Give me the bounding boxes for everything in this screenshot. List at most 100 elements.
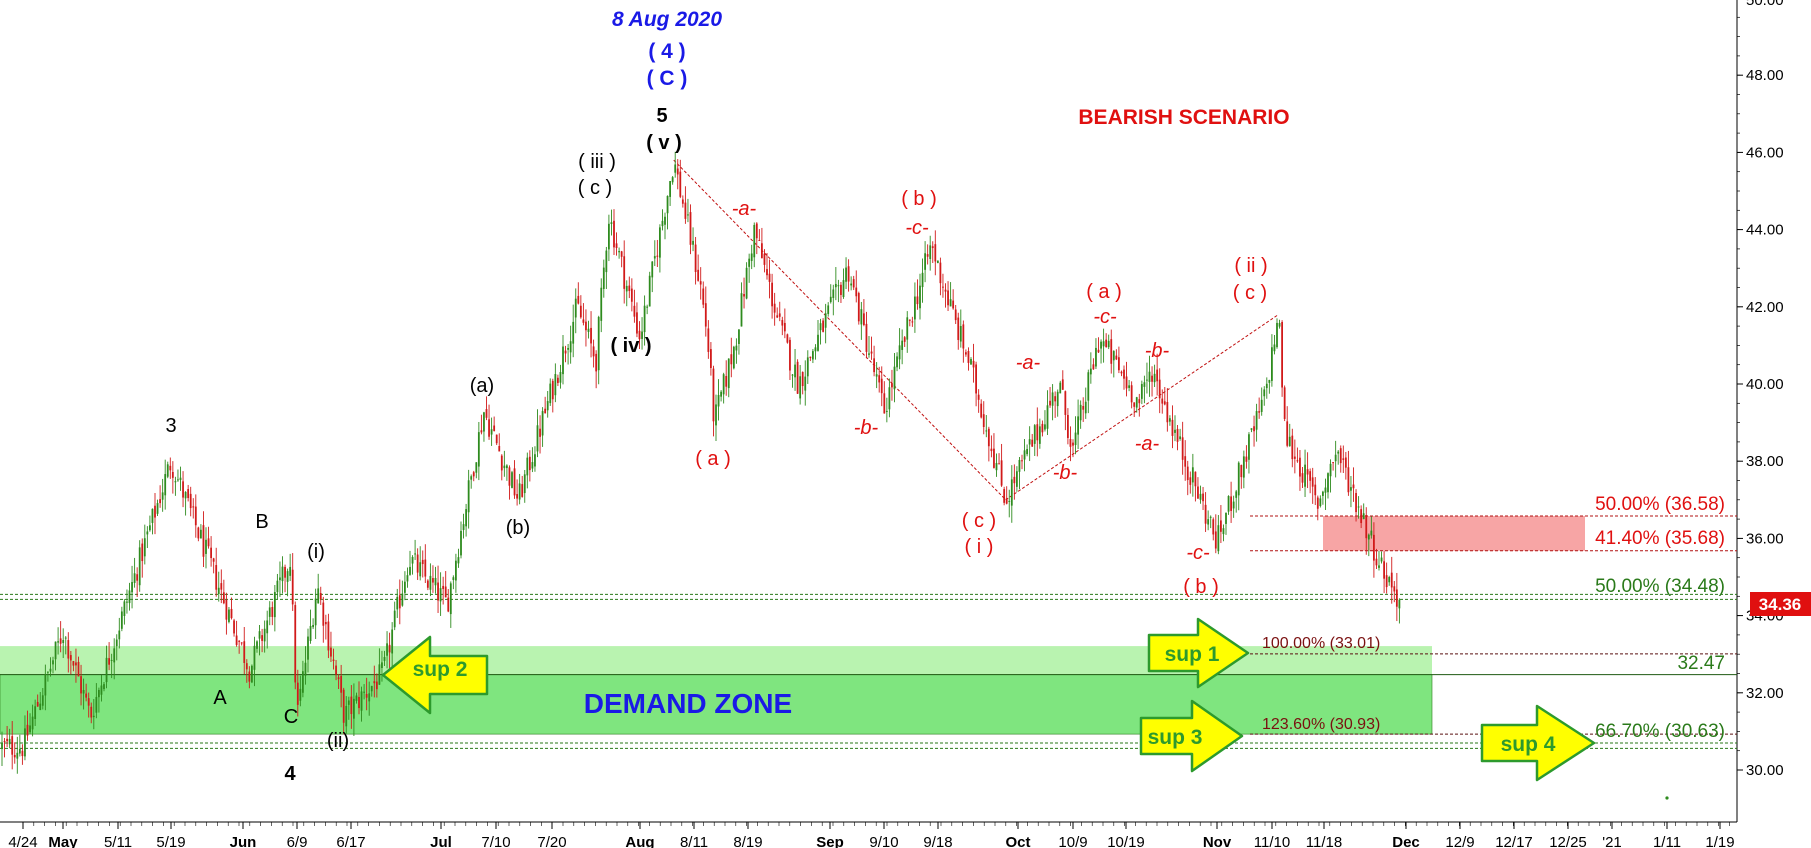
candle-body — [727, 358, 730, 389]
level-label-66-7-30-63: 66.70% (30.63) — [1595, 721, 1725, 742]
candle-body — [151, 508, 154, 523]
candle-body — [1120, 371, 1123, 374]
candle-body — [796, 361, 799, 394]
candle-body — [1194, 471, 1197, 487]
candle-body — [54, 641, 57, 660]
candle-body — [13, 754, 16, 758]
candle-body — [47, 671, 49, 673]
candle-body — [980, 403, 983, 418]
candle-body — [1276, 322, 1278, 348]
candle-body — [1225, 512, 1227, 524]
candle-body — [360, 691, 363, 711]
candle-body — [623, 256, 626, 289]
candle-body — [541, 411, 544, 436]
candle-body — [182, 481, 184, 498]
wave-label-red-a-paren2: ( a ) — [1086, 281, 1122, 303]
y-tick-label-top: 50.00 — [1746, 0, 1784, 9]
candle-body — [1041, 423, 1044, 433]
candle-body — [210, 547, 212, 559]
candle-body — [1133, 402, 1136, 407]
level-label-50-34-48: 50.00% (34.48) — [1595, 576, 1725, 597]
candle-body — [717, 394, 720, 407]
candle-body — [674, 164, 677, 173]
candle-body — [857, 293, 860, 322]
wave-label-c-black: ( c ) — [578, 177, 612, 199]
candle-body — [633, 305, 636, 317]
candle-body — [345, 705, 348, 727]
candle-body — [1105, 339, 1108, 348]
candle-body — [1186, 466, 1189, 481]
candle-body — [860, 309, 863, 325]
candle-body — [666, 195, 669, 214]
candle-body — [722, 374, 725, 395]
candle-body — [411, 556, 414, 564]
candle-body — [90, 706, 93, 718]
candle-body — [110, 659, 113, 661]
candle-body — [885, 410, 888, 412]
candle-body — [302, 671, 304, 693]
wave-line-down — [673, 159, 1007, 501]
candle-body — [1260, 399, 1263, 412]
candle-body — [659, 227, 661, 258]
candle-body — [1352, 484, 1355, 489]
candle-body — [1077, 416, 1079, 435]
last-price-badge: 34.36 — [1750, 592, 1811, 616]
candle-body — [1010, 479, 1013, 506]
candle-body — [653, 256, 656, 259]
candle-body — [330, 647, 332, 657]
candle-body — [893, 366, 896, 390]
candle-body — [115, 639, 118, 647]
candle-body — [447, 597, 450, 612]
wave-label-red-ii-paren: ( ii ) — [1234, 255, 1267, 277]
candle-body — [381, 662, 383, 669]
candle-body — [128, 590, 131, 604]
chart-title: BEARISH SCENARIO — [1078, 106, 1289, 129]
candle-body — [187, 489, 190, 499]
candle-body — [806, 357, 809, 377]
wave-label-red-a-paren: ( a ) — [695, 448, 731, 470]
candle-body — [987, 428, 990, 447]
candle-body — [123, 601, 126, 617]
candle-body — [1293, 456, 1296, 459]
candle-body — [748, 258, 751, 267]
candle-body — [827, 305, 830, 314]
candle-body — [1355, 493, 1357, 513]
candle-body — [192, 506, 195, 508]
candle-body — [462, 524, 465, 531]
candle-body — [276, 580, 279, 593]
candle-body — [1151, 375, 1153, 382]
candle-body — [1161, 398, 1164, 404]
candle-body — [363, 691, 365, 693]
candle-body — [1339, 448, 1342, 464]
wave-label-red-i-paren: ( i ) — [965, 536, 994, 558]
candle-body — [1118, 357, 1120, 371]
candle-body — [669, 181, 671, 197]
candle-body — [577, 295, 580, 304]
candle-body — [1138, 399, 1141, 404]
x-tick-label: Nov — [1203, 834, 1232, 848]
candle-body — [1028, 439, 1031, 445]
candle-body — [383, 657, 386, 661]
candle-body — [1107, 340, 1110, 348]
candle-body — [1322, 491, 1324, 496]
candle-body — [985, 430, 988, 432]
candle-body — [261, 635, 263, 641]
wave-label-iii: ( iii ) — [578, 151, 616, 173]
candle-body — [1191, 467, 1194, 483]
candle-body — [822, 320, 824, 332]
x-tick-label: 8/11 — [680, 834, 708, 848]
candle-body — [1255, 411, 1258, 430]
candle-body — [495, 434, 498, 444]
candle-body — [636, 312, 638, 334]
candle-body — [1329, 463, 1332, 477]
candle-body — [8, 738, 11, 745]
candle-body — [1395, 589, 1398, 607]
candle-body — [197, 527, 200, 539]
candle-body — [1051, 392, 1054, 406]
sup-1-arrow: sup 1 — [1147, 617, 1250, 689]
candle-body — [888, 387, 891, 410]
candle-body — [967, 350, 970, 363]
candle-body — [1130, 385, 1133, 403]
candle-body — [215, 565, 218, 590]
candle-body — [156, 503, 159, 514]
